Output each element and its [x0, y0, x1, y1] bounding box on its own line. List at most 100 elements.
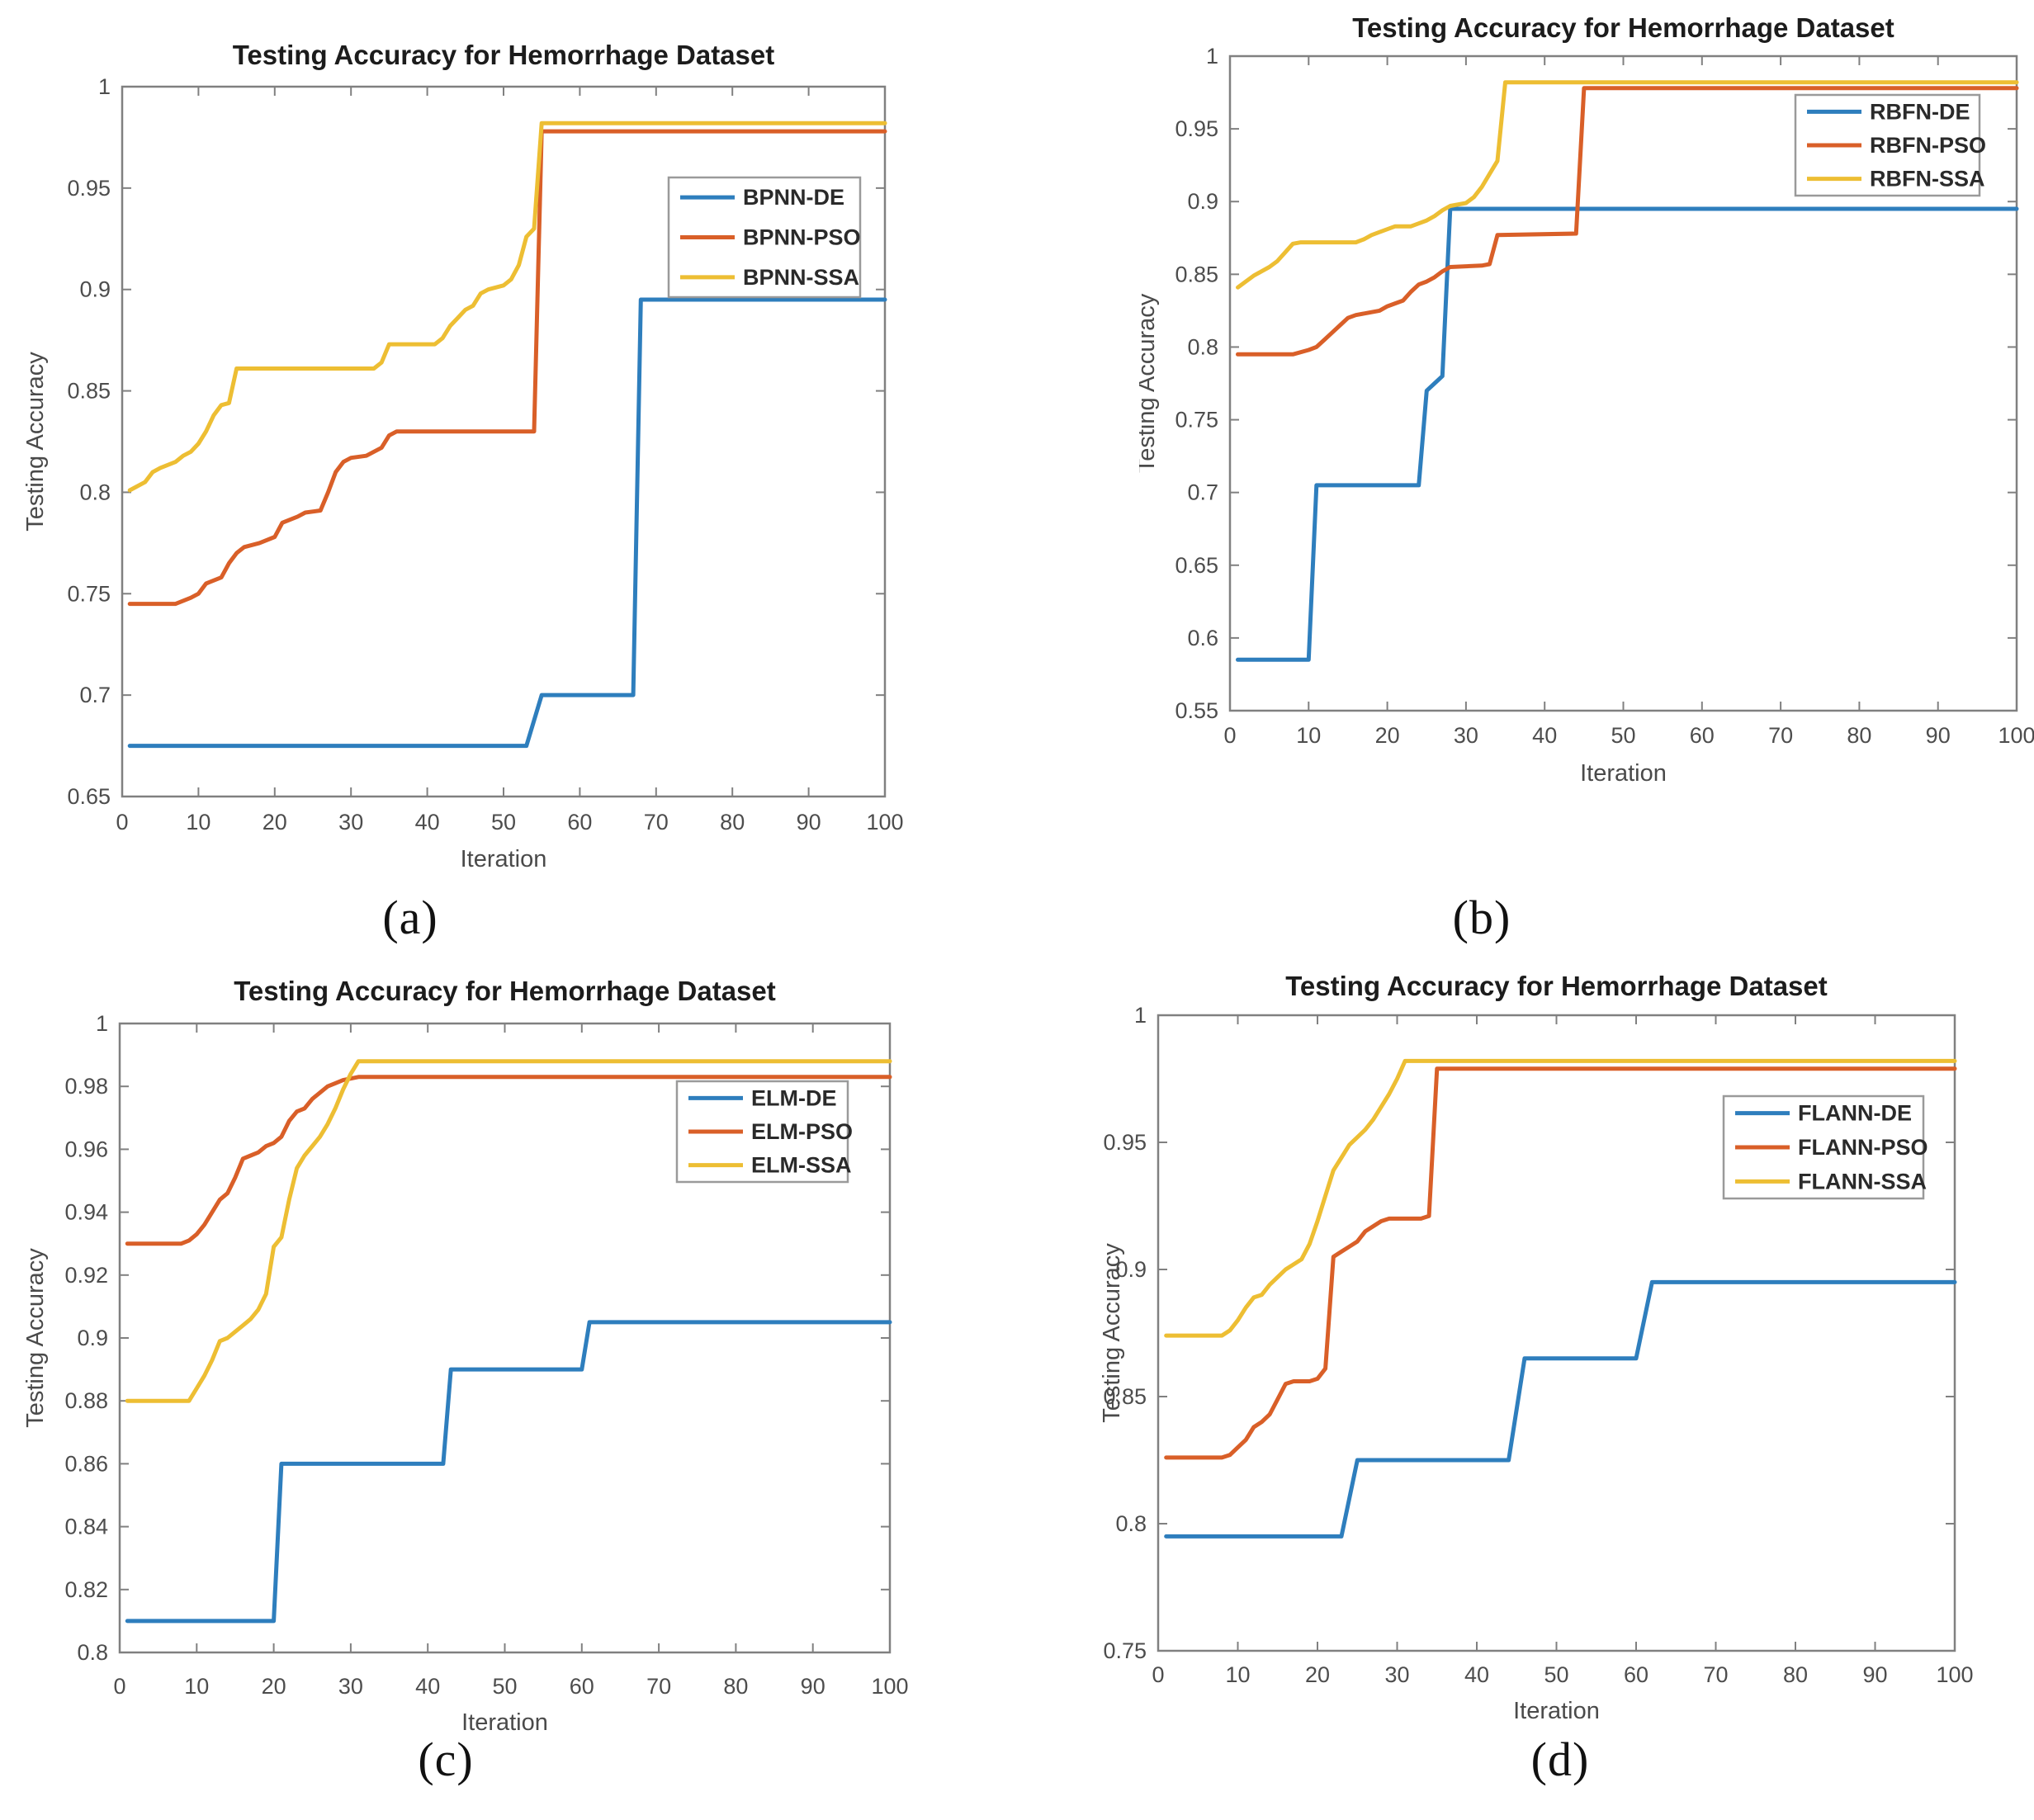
- legend-label-ELM-PSO: ELM-PSO: [751, 1119, 853, 1144]
- y-tick-label: 0.95: [1175, 116, 1218, 141]
- chart-c-elm: 0 10 20 30 40 50 60 70 80 90 100 0.8 0.82 0.84 0.86 0.8…: [0, 949, 974, 1775]
- x-tick-label: 60: [1624, 1662, 1648, 1687]
- caption-a: (a): [382, 891, 438, 944]
- legend-label-BPNN-SSA: BPNN-SSA: [743, 265, 859, 290]
- series-line-RBFN-PSO: [1236, 86, 2019, 357]
- x-tick-label: 50: [1611, 723, 1635, 748]
- y-tick-label: 0.9: [79, 277, 111, 302]
- x-tick-label: 0: [1152, 1662, 1164, 1687]
- x-tick-label: 80: [723, 1674, 748, 1699]
- x-tick-label: 90: [801, 1674, 825, 1699]
- chart-a-svg: 0 10 20 30 40 50 60 70 80 90 100 0.65 0.7 0.75 0.8 0.85…: [22, 40, 904, 872]
- x-tick-label: 10: [184, 1674, 209, 1699]
- chart-c-svg: 0 10 20 30 40 50 60 70 80 90 100 0.8 0.82 0.84 0.86 0.8…: [22, 976, 909, 1736]
- y-axis-label: Testing Accuracy: [1139, 293, 1160, 473]
- y-tick-label: 0.75: [67, 581, 111, 606]
- series-line-ELM-DE: [125, 1320, 892, 1624]
- x-tick-label: 100: [871, 1674, 908, 1699]
- x-axis-label: Iteration: [1513, 1698, 1600, 1724]
- chart-d-flann: 0 10 20 30 40 50 60 70 80 90 100 0.75 0.8 0.85 0.9 0.95…: [1098, 949, 2034, 1775]
- x-axis-label: Iteration: [1580, 760, 1667, 787]
- x-tick-label: 40: [415, 1674, 440, 1699]
- y-tick-label: 0.65: [67, 784, 111, 809]
- x-tick-label: 100: [1998, 723, 2034, 748]
- legend-label-FLANN-DE: FLANN-DE: [1798, 1101, 1912, 1126]
- x-tick-label: 90: [1926, 723, 1951, 748]
- x-tick-label: 70: [646, 1674, 671, 1699]
- y-tick-label: 0.55: [1175, 698, 1218, 723]
- chart-b-rbfn: 0 10 20 30 40 50 60 70 80 90 100 0.55 0.6 0.65 0.7 0.75…: [1139, 0, 2034, 825]
- series-line-BPNN-DE: [127, 297, 887, 749]
- y-tick-label: 0.8: [79, 480, 111, 504]
- x-tick-label: 50: [491, 810, 516, 834]
- y-tick-label: 1: [96, 1011, 108, 1036]
- series-line-BPNN-SSA: [127, 121, 887, 493]
- x-tick-label: 70: [1768, 723, 1793, 748]
- y-tick-label: 0.7: [1187, 480, 1218, 505]
- legend-label-FLANN-PSO: FLANN-PSO: [1798, 1135, 1928, 1160]
- y-tick-label: 1: [98, 74, 111, 99]
- y-tick-label: 0.85: [1175, 262, 1218, 286]
- y-tick-label: 1: [1206, 44, 1218, 69]
- legend-label-ELM-SSA: ELM-SSA: [751, 1153, 852, 1178]
- x-tick-label: 70: [1703, 1662, 1728, 1687]
- x-tick-label: 60: [1690, 723, 1715, 748]
- legend-label-RBFN-SSA: RBFN-SSA: [1870, 167, 1985, 191]
- x-tick-label: 80: [1847, 723, 1871, 748]
- x-tick-label: 30: [1454, 723, 1478, 748]
- y-tick-label: 0.8: [1187, 334, 1218, 359]
- y-axis-label: Testing Accuracy: [22, 1248, 49, 1428]
- x-tick-label: 20: [263, 810, 287, 834]
- y-tick-label: 0.65: [1175, 553, 1218, 578]
- y-tick-label: 0.85: [1103, 1384, 1147, 1409]
- x-tick-label: 50: [492, 1674, 517, 1699]
- x-tick-label: 90: [1862, 1662, 1887, 1687]
- caption-d: (d): [1530, 1733, 1590, 1786]
- series-line-RBFN-SSA: [1236, 80, 2019, 290]
- x-axis-label: Iteration: [461, 846, 547, 872]
- y-tick-label: 0.88: [64, 1388, 108, 1413]
- x-tick-label: 60: [567, 810, 592, 834]
- chart-title: Testing Accuracy for Hemorrhage Dataset: [1285, 971, 1828, 1001]
- chart-title: Testing Accuracy for Hemorrhage Dataset: [1352, 12, 1894, 43]
- x-tick-label: 80: [720, 810, 745, 834]
- x-tick-label: 40: [415, 810, 440, 834]
- series-line-ELM-SSA: [125, 1059, 892, 1403]
- y-tick-label: 0.9: [1115, 1257, 1147, 1282]
- series-line-ELM-PSO: [125, 1075, 892, 1246]
- y-tick-label: 0.86: [64, 1451, 108, 1476]
- series-line-FLANN-DE: [1164, 1279, 1957, 1539]
- y-tick-label: 0.7: [79, 683, 111, 707]
- legend-label-RBFN-DE: RBFN-DE: [1870, 99, 1970, 124]
- x-tick-label: 10: [186, 810, 210, 834]
- y-tick-label: 0.8: [1115, 1511, 1147, 1536]
- y-tick-label: 0.96: [64, 1137, 108, 1161]
- chart-d-svg: 0 10 20 30 40 50 60 70 80 90 100 0.75 0.8 0.85 0.9 0.95…: [1099, 971, 1974, 1724]
- x-tick-label: 80: [1783, 1662, 1808, 1687]
- x-tick-label: 40: [1532, 723, 1557, 748]
- y-tick-label: 0.9: [77, 1326, 108, 1350]
- y-tick-label: 0.75: [1103, 1638, 1147, 1663]
- x-tick-label: 30: [1384, 1662, 1409, 1687]
- x-tick-label: 30: [338, 810, 363, 834]
- legend-label-RBFN-PSO: RBFN-PSO: [1870, 133, 1986, 158]
- series-line-BPNN-PSO: [127, 129, 887, 607]
- x-tick-label: 90: [797, 810, 821, 834]
- y-axis-label: Testing Accuracy: [22, 352, 49, 532]
- y-tick-label: 0.95: [1103, 1130, 1147, 1155]
- x-tick-label: 10: [1225, 1662, 1250, 1687]
- x-tick-label: 50: [1544, 1662, 1568, 1687]
- chart-title: Testing Accuracy for Hemorrhage Dataset: [233, 40, 775, 70]
- x-tick-label: 40: [1464, 1662, 1489, 1687]
- x-tick-label: 10: [1296, 723, 1321, 748]
- x-tick-label: 100: [1936, 1662, 1973, 1687]
- y-tick-label: 0.94: [64, 1200, 108, 1225]
- x-tick-label: 20: [1375, 723, 1400, 748]
- y-tick-label: 0.82: [64, 1577, 108, 1602]
- y-tick-label: 0.98: [64, 1074, 108, 1099]
- chart-title: Testing Accuracy for Hemorrhage Dataset: [234, 976, 776, 1006]
- y-tick-label: 0.8: [77, 1640, 108, 1665]
- x-tick-label: 20: [262, 1674, 286, 1699]
- x-tick-label: 30: [338, 1674, 363, 1699]
- caption-b: (b): [1452, 891, 1511, 944]
